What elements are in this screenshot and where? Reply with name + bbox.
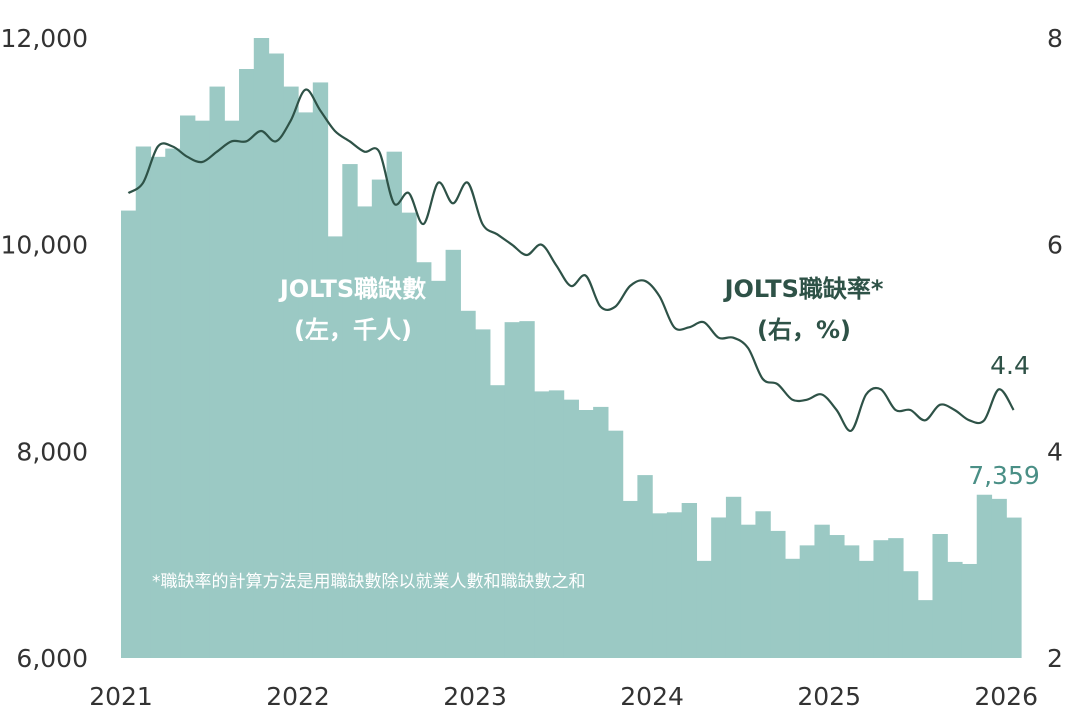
bar <box>607 430 624 658</box>
x-axis: 2021 2022 2023 2024 2025 2026 <box>89 682 1038 711</box>
left-tick-label: 6,000 <box>16 644 88 673</box>
left-tick-label: 10,000 <box>1 231 88 260</box>
bar <box>696 560 712 658</box>
right-tick-label: 2 <box>1047 644 1063 673</box>
bar <box>534 391 550 658</box>
bars-series-label: JOLTS職缺數 <box>278 275 426 303</box>
bar <box>165 148 181 658</box>
bar <box>902 571 919 658</box>
x-tick-label: 2026 <box>974 682 1038 711</box>
bar <box>475 329 491 658</box>
bar <box>504 322 520 658</box>
bar <box>460 310 476 658</box>
bar <box>194 120 211 659</box>
footnote: *職缺率的計算方法是用職缺數除以就業人數和職缺數之和 <box>152 572 586 592</box>
bar <box>799 545 816 658</box>
bars-series <box>121 38 1022 659</box>
right-tick-label: 6 <box>1047 231 1063 260</box>
bar <box>652 513 668 658</box>
bar <box>357 206 373 658</box>
bar <box>991 498 1007 658</box>
right-axis: 2 4 6 8 <box>1047 24 1063 673</box>
bar <box>947 561 963 658</box>
bar <box>740 524 757 658</box>
bar <box>755 511 771 658</box>
bar <box>932 534 948 658</box>
x-tick-label: 2021 <box>89 682 153 711</box>
bar <box>829 535 845 658</box>
bar <box>637 475 653 658</box>
x-tick-label: 2025 <box>797 682 861 711</box>
left-axis: 6,000 8,000 10,000 12,000 <box>1 24 88 673</box>
line-path <box>127 88 1015 432</box>
bar <box>917 600 934 658</box>
left-tick-label: 8,000 <box>16 437 88 466</box>
bar <box>180 115 196 658</box>
bar <box>283 86 299 658</box>
bar <box>725 496 742 658</box>
bar <box>563 399 579 658</box>
bar <box>430 280 447 658</box>
bar <box>1006 517 1022 658</box>
bar <box>135 146 152 658</box>
bar <box>489 385 506 658</box>
bars-series-sublabel: (左，千人) <box>294 316 412 344</box>
bar <box>121 210 137 658</box>
bar <box>873 540 889 658</box>
bar <box>150 156 166 658</box>
bar <box>342 164 358 658</box>
bar <box>416 262 432 658</box>
bar <box>548 390 565 658</box>
bar <box>976 494 993 658</box>
bar <box>239 69 255 658</box>
bar <box>401 212 417 658</box>
last-line-value-label: 4.4 <box>990 351 1030 380</box>
bar <box>386 151 402 659</box>
x-tick-label: 2024 <box>620 682 684 711</box>
bar <box>519 321 535 658</box>
bar <box>445 249 461 658</box>
bar <box>666 512 683 658</box>
line-series <box>127 88 1015 432</box>
left-tick-label: 12,000 <box>1 24 88 53</box>
bar <box>593 406 609 658</box>
last-bar-value-label: 7,359 <box>968 461 1040 490</box>
right-tick-label: 8 <box>1047 24 1063 53</box>
bar <box>578 410 594 658</box>
bar <box>888 538 904 658</box>
bar <box>622 500 638 658</box>
line-series-label: JOLTS職缺率* <box>723 275 884 303</box>
bar <box>224 120 240 659</box>
bar <box>858 560 875 658</box>
bar <box>784 558 801 658</box>
bar <box>327 236 343 658</box>
bar <box>268 53 284 658</box>
bar <box>681 503 698 658</box>
bar <box>961 563 978 658</box>
bar <box>312 82 329 659</box>
bar <box>209 86 225 658</box>
right-tick-label: 4 <box>1047 437 1063 466</box>
bar <box>253 38 270 658</box>
bar <box>298 112 314 658</box>
bar <box>770 530 786 658</box>
bar <box>814 524 830 658</box>
bar <box>371 179 388 658</box>
x-tick-label: 2023 <box>443 682 507 711</box>
bar <box>711 517 727 658</box>
x-tick-label: 2022 <box>266 682 330 711</box>
line-series-sublabel: (右，%) <box>757 316 851 344</box>
bar <box>843 545 860 658</box>
